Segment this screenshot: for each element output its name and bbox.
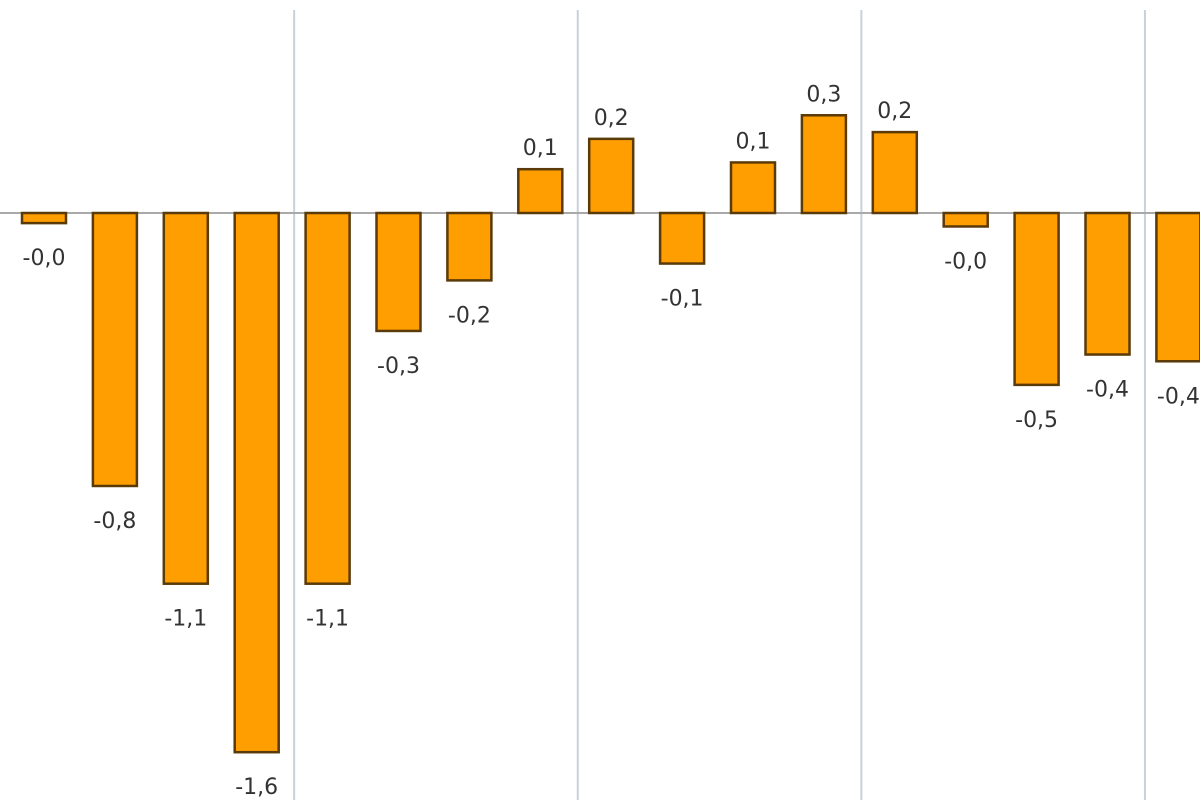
bar-7 — [446, 211, 493, 282]
data-label-16: -0,4 — [1086, 378, 1129, 403]
data-label-6: -0,3 — [377, 354, 420, 379]
data-label-11: 0,1 — [736, 129, 771, 154]
bar-1 — [20, 211, 68, 225]
bar-15 — [1013, 211, 1060, 387]
bar-14 — [942, 211, 989, 228]
data-label-3: -1,1 — [164, 607, 207, 632]
data-label-1: -0,0 — [23, 246, 66, 271]
data-label-10: -0,1 — [661, 287, 704, 312]
bar-16 — [1084, 211, 1131, 356]
bar-8 — [517, 167, 564, 215]
bar-12 — [800, 114, 848, 215]
bar-2 — [91, 211, 139, 488]
data-label-8: 0,1 — [523, 136, 558, 161]
data-label-5: -1,1 — [306, 607, 349, 632]
bar-13 — [871, 130, 919, 215]
bar-5 — [304, 211, 351, 585]
bar-4 — [233, 211, 280, 754]
data-label-17: -0,4 — [1157, 384, 1200, 409]
bar-11 — [729, 161, 777, 215]
data-label-13: 0,2 — [877, 99, 912, 124]
data-label-14: -0,0 — [944, 249, 987, 274]
data-label-2: -0,8 — [93, 509, 136, 534]
data-label-15: -0,5 — [1015, 408, 1058, 433]
bar-9 — [587, 137, 635, 215]
data-label-4: -1,6 — [235, 775, 278, 800]
bar-17 — [1155, 211, 1200, 363]
bar-3 — [162, 211, 210, 585]
bar-6 — [375, 211, 422, 333]
data-label-7: -0,2 — [448, 303, 491, 328]
bar-10 — [658, 211, 706, 265]
data-label-12: 0,3 — [806, 82, 841, 107]
data-label-9: 0,2 — [594, 106, 629, 131]
